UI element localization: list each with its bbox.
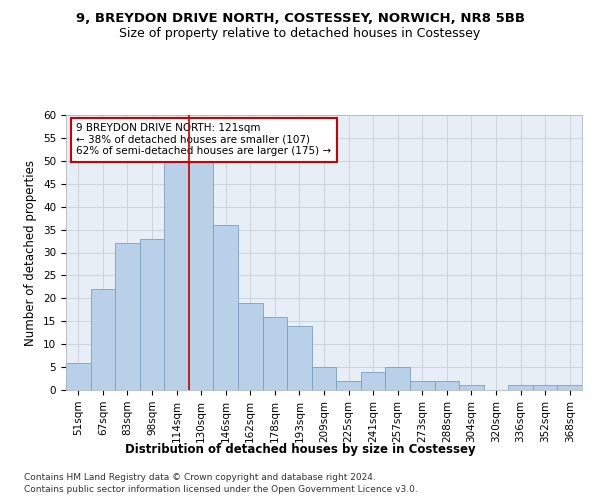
Bar — [508, 386, 533, 390]
Bar — [164, 161, 189, 390]
Text: 9, BREYDON DRIVE NORTH, COSTESSEY, NORWICH, NR8 5BB: 9, BREYDON DRIVE NORTH, COSTESSEY, NORWI… — [76, 12, 524, 26]
Bar — [410, 381, 434, 390]
Bar — [336, 381, 361, 390]
Bar — [385, 367, 410, 390]
Bar — [434, 381, 459, 390]
Text: Contains HM Land Registry data © Crown copyright and database right 2024.: Contains HM Land Registry data © Crown c… — [24, 472, 376, 482]
Bar — [557, 386, 582, 390]
Bar — [361, 372, 385, 390]
Bar — [66, 362, 91, 390]
Bar — [91, 289, 115, 390]
Bar — [214, 225, 238, 390]
Bar — [238, 303, 263, 390]
Bar — [287, 326, 312, 390]
Text: Distribution of detached houses by size in Costessey: Distribution of detached houses by size … — [125, 442, 475, 456]
Text: Size of property relative to detached houses in Costessey: Size of property relative to detached ho… — [119, 28, 481, 40]
Y-axis label: Number of detached properties: Number of detached properties — [25, 160, 37, 346]
Bar — [533, 386, 557, 390]
Bar — [312, 367, 336, 390]
Bar — [263, 316, 287, 390]
Bar — [140, 239, 164, 390]
Bar — [115, 244, 140, 390]
Text: Contains public sector information licensed under the Open Government Licence v3: Contains public sector information licen… — [24, 485, 418, 494]
Bar — [459, 386, 484, 390]
Text: 9 BREYDON DRIVE NORTH: 121sqm
← 38% of detached houses are smaller (107)
62% of : 9 BREYDON DRIVE NORTH: 121sqm ← 38% of d… — [76, 123, 331, 156]
Bar — [189, 161, 214, 390]
